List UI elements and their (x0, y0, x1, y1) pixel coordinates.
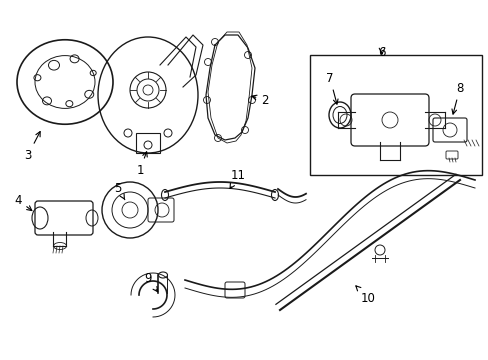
Text: 11: 11 (229, 168, 245, 189)
Text: 3: 3 (24, 131, 40, 162)
Text: 10: 10 (355, 286, 375, 305)
Bar (136, 133, 160, 153)
Text: 7: 7 (325, 72, 337, 104)
Text: 4: 4 (14, 194, 32, 211)
Text: 2: 2 (251, 94, 268, 107)
Text: 5: 5 (114, 181, 124, 200)
Text: 1: 1 (136, 152, 147, 176)
Text: 6: 6 (378, 45, 385, 59)
Text: 8: 8 (451, 81, 463, 114)
Bar (309, 55, 481, 175)
Text: 9: 9 (144, 271, 157, 292)
